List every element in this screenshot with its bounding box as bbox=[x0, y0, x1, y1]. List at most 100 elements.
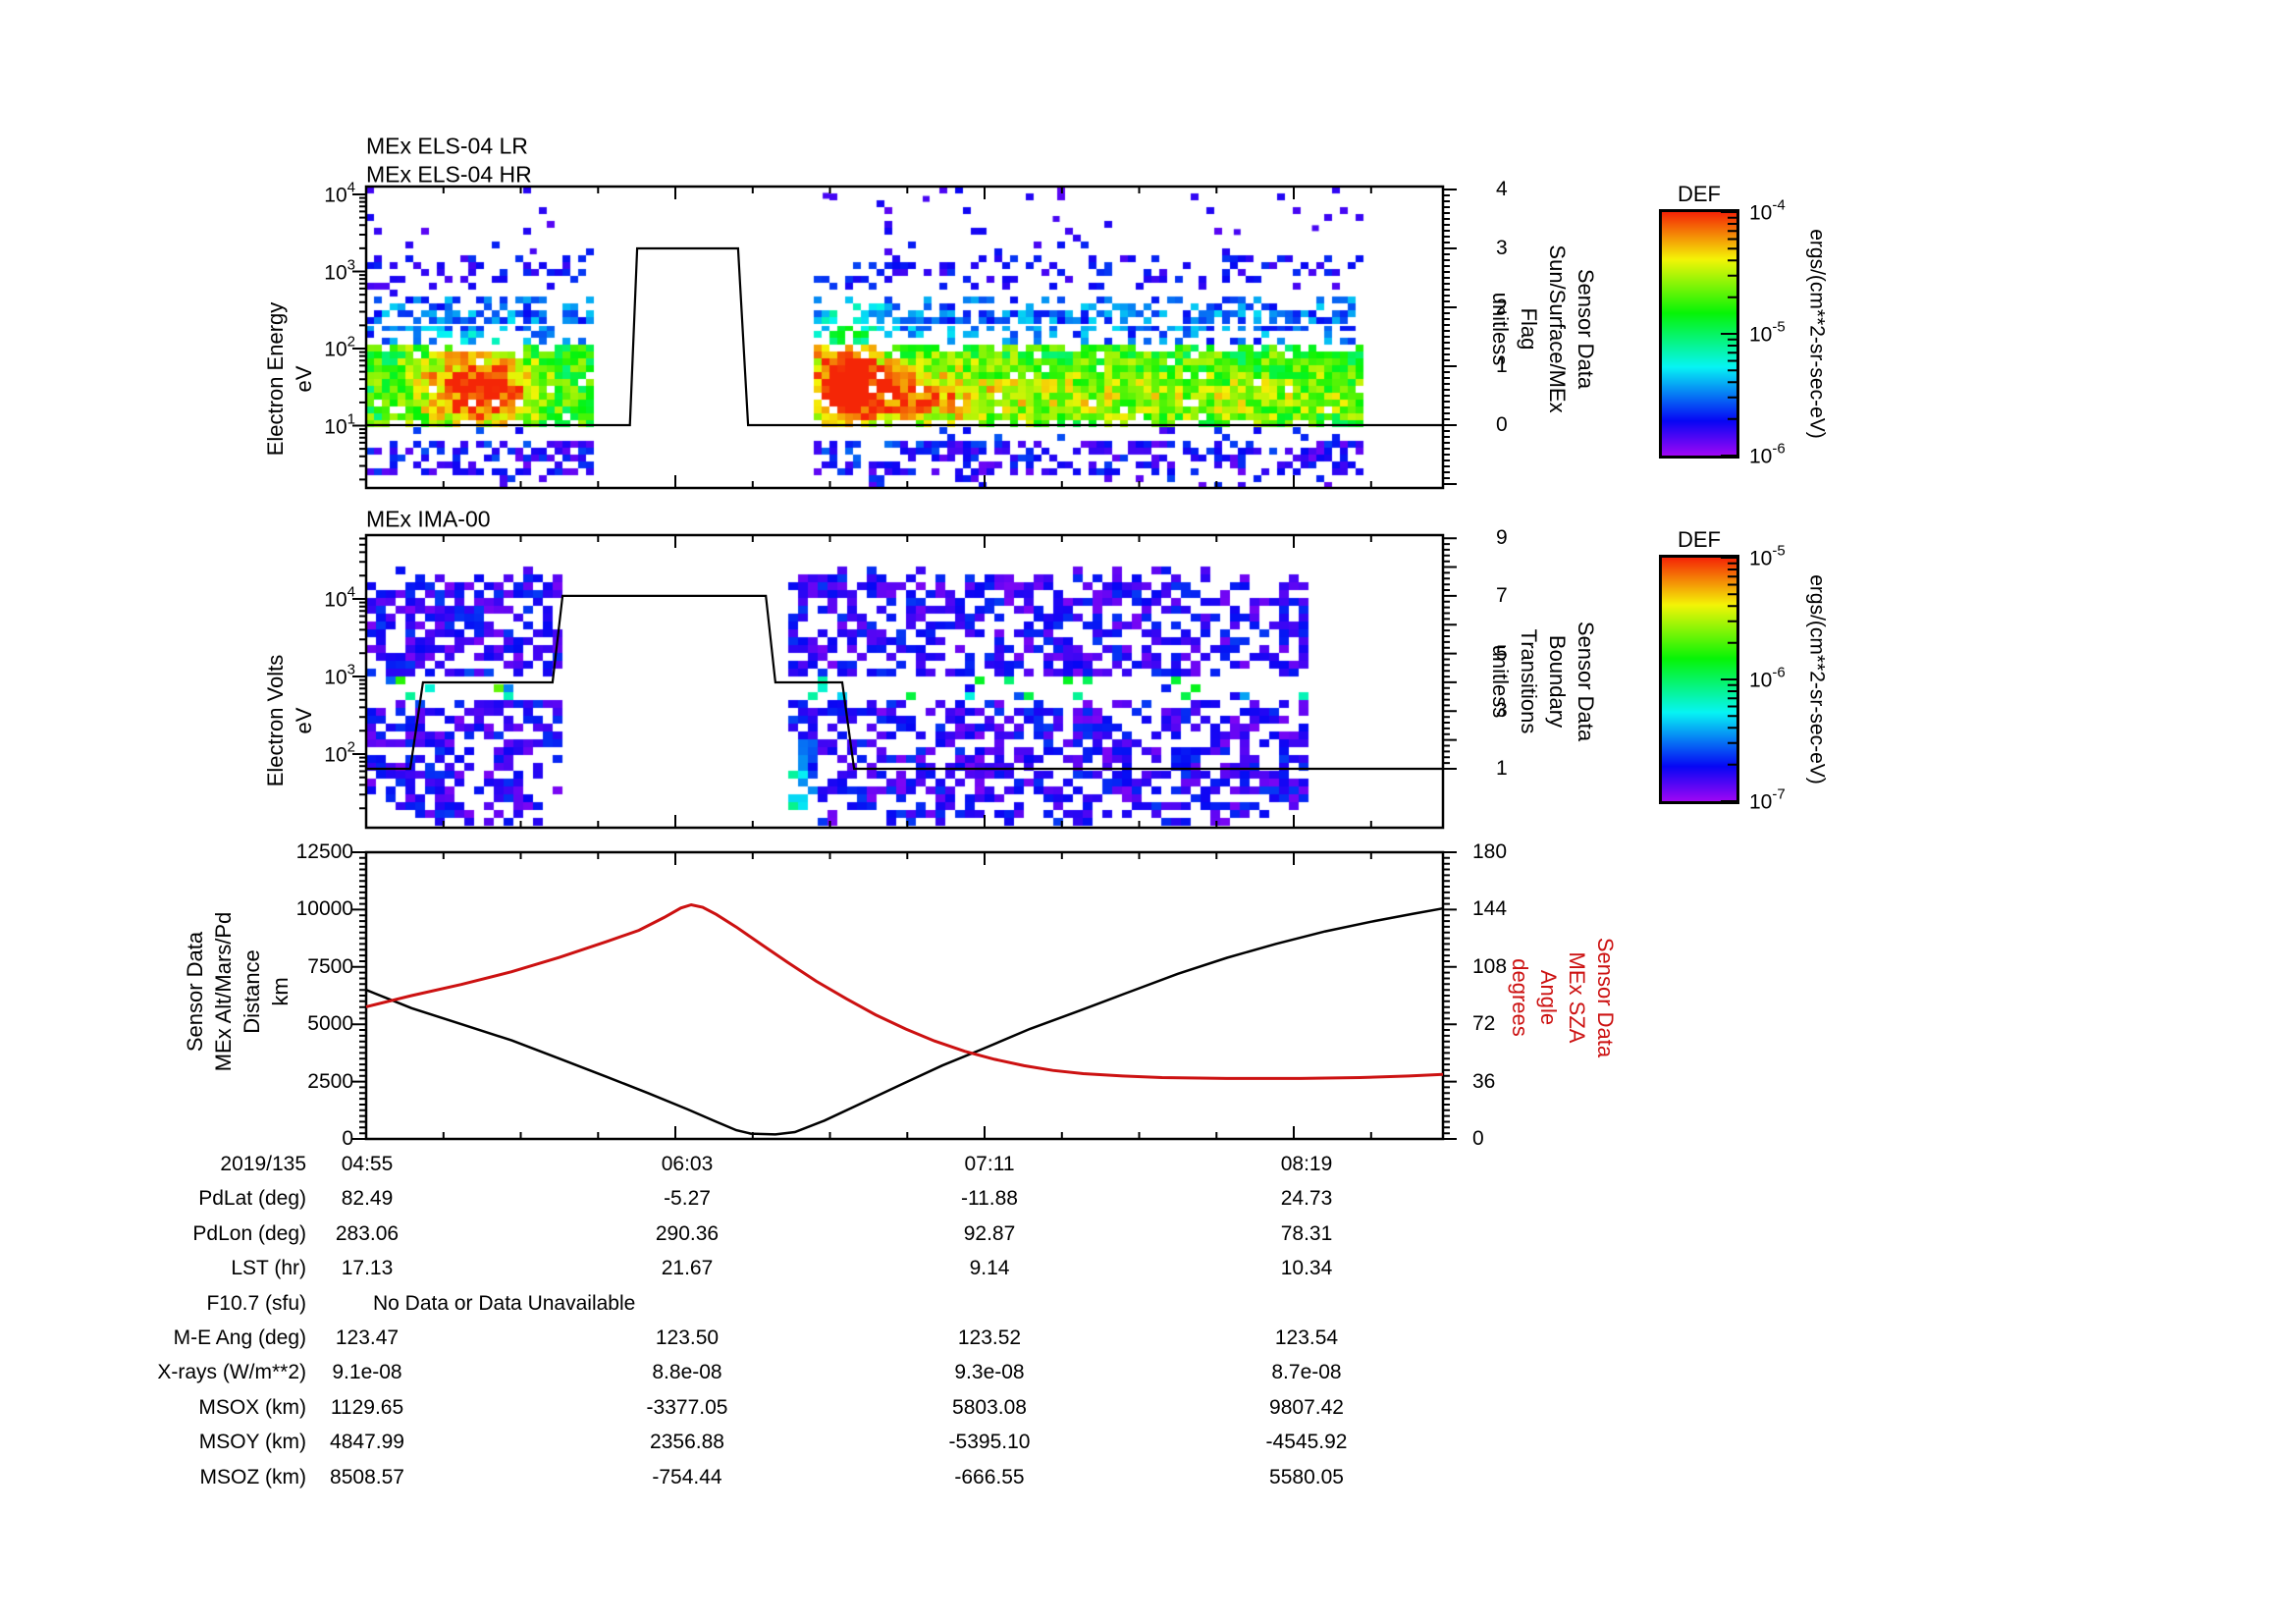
traj-deg-tick-36: 36 bbox=[1472, 1069, 1496, 1093]
ephemeris-value: 24.73 bbox=[1280, 1187, 1333, 1211]
els-ytick-10e2: 102 bbox=[324, 333, 355, 361]
ephemeris-value: -754.44 bbox=[652, 1465, 722, 1488]
traj-y-axis-label: Sensor Data MEx Alt/Mars/Pd Distance km bbox=[181, 912, 294, 1072]
ephemeris-value: 78.31 bbox=[1280, 1221, 1333, 1245]
traj-deg-tick-0: 0 bbox=[1472, 1127, 1484, 1150]
els-right-axis-label: Sensor Data Sun/Surface/MEx Flag unitles… bbox=[1486, 244, 1600, 412]
ephemeris-value: 9.1e-08 bbox=[332, 1361, 402, 1384]
ephemeris-value: 123.52 bbox=[957, 1326, 1022, 1349]
els-ytick-10e4: 104 bbox=[324, 179, 355, 207]
ephemeris-value: 07:11 bbox=[964, 1153, 1015, 1175]
ephemeris-value: 9807.42 bbox=[1269, 1395, 1344, 1419]
traj-y-axis-label-line2: MEx Alt/Mars/Pd bbox=[211, 911, 236, 1072]
colorbar1-tick-10e-6: 10-6 bbox=[1749, 440, 1786, 468]
els-ytick-10e1: 101 bbox=[324, 410, 355, 438]
ima-ytick-10e3: 103 bbox=[324, 661, 355, 689]
traj-km-tick-7500: 7500 bbox=[307, 954, 353, 978]
ephemeris-value: 92.87 bbox=[963, 1221, 1016, 1245]
colorbar1-tick-10e-5: 10-5 bbox=[1749, 318, 1786, 347]
colorbar1-title: DEF bbox=[1678, 182, 1721, 206]
ima-bt-tick-9: 9 bbox=[1496, 526, 1508, 550]
traj-right-axis-label-line3: Angle bbox=[1536, 969, 1561, 1026]
ephemeris-value: -11.88 bbox=[961, 1187, 1018, 1211]
ephemeris-no-data-note: No Data or Data Unavailable bbox=[373, 1291, 636, 1315]
els-flag-tick-0: 0 bbox=[1496, 413, 1508, 436]
els-spectrogram-canvas bbox=[366, 187, 1443, 488]
els-ytick-10e3: 103 bbox=[324, 256, 355, 284]
plot-stroke bbox=[365, 852, 1372, 1139]
ephemeris-value: -4545.92 bbox=[1265, 1431, 1348, 1454]
plot-stroke bbox=[364, 850, 1445, 1141]
traj-km-tick-0: 0 bbox=[342, 1127, 353, 1150]
ima-spectrogram-canvas bbox=[366, 535, 1443, 828]
ephemeris-value: -666.55 bbox=[954, 1465, 1025, 1488]
ephemeris-value: 9.3e-08 bbox=[954, 1361, 1025, 1384]
plot-stroke bbox=[365, 906, 1444, 1136]
ima-title: MEx IMA-00 bbox=[366, 506, 491, 532]
plot-stroke bbox=[1443, 189, 1457, 485]
traj-right-axis-label: Sensor Data MEx SZA Angle degrees bbox=[1506, 938, 1620, 1057]
ephemeris-value: 17.13 bbox=[341, 1257, 394, 1280]
traj-y-axis-label-line4: km bbox=[268, 977, 293, 1006]
ephemeris-value: 123.54 bbox=[1274, 1326, 1339, 1349]
traj-km-tick-12500: 12500 bbox=[295, 840, 353, 863]
ephemeris-value: 08:19 bbox=[1280, 1153, 1333, 1175]
ephemeris-value: 2356.88 bbox=[650, 1431, 724, 1454]
els-flag-tick-4: 4 bbox=[1496, 178, 1508, 200]
colorbar-def-els bbox=[1659, 209, 1739, 459]
ima-ytick-10e2: 102 bbox=[324, 738, 355, 767]
traj-km-tick-10000: 10000 bbox=[295, 897, 353, 921]
ephemeris-row-label: LST (hr) bbox=[231, 1257, 306, 1280]
ima-right-axis-label-line3: Transitions bbox=[1517, 628, 1541, 734]
els-flag-tick-2: 2 bbox=[1496, 296, 1508, 318]
ephemeris-row-label: PdLat (deg) bbox=[198, 1187, 306, 1211]
ephemeris-value: -5395.10 bbox=[948, 1431, 1031, 1454]
colorbar2-tick-10e-7: 10-7 bbox=[1749, 785, 1786, 814]
traj-deg-tick-108: 108 bbox=[1472, 954, 1508, 978]
colorbar2-title: DEF bbox=[1678, 527, 1721, 552]
colorbar2-tick-10e-6: 10-6 bbox=[1749, 664, 1786, 692]
ephemeris-value: 290.36 bbox=[655, 1221, 720, 1245]
ephemeris-value: 5580.05 bbox=[1269, 1465, 1344, 1488]
traj-y-axis-label-line1: Sensor Data bbox=[183, 931, 207, 1053]
plot-stroke bbox=[365, 902, 1444, 1080]
ephemeris-value: 5803.08 bbox=[952, 1395, 1027, 1419]
els-right-axis-label-line1: Sensor Data bbox=[1574, 268, 1598, 390]
ima-right-axis-label: Sensor Data Boundary Transitions unitles… bbox=[1486, 622, 1600, 741]
els-right-axis-label-line3: Flag bbox=[1517, 307, 1541, 351]
ephemeris-row-label: MSOX (km) bbox=[198, 1395, 306, 1419]
ephemeris-row-label: MSOZ (km) bbox=[199, 1465, 306, 1488]
ephemeris-row-label: X-rays (W/m**2) bbox=[157, 1361, 306, 1384]
ephemeris-value: 8508.57 bbox=[330, 1465, 404, 1488]
ima-bt-tick-5: 5 bbox=[1496, 641, 1508, 665]
els-title-lr: MEx ELS-04 LR bbox=[366, 133, 528, 159]
ephemeris-value: 1129.65 bbox=[330, 1395, 404, 1419]
ephemeris-row-label: M-E Ang (deg) bbox=[173, 1326, 306, 1349]
traj-y-axis-label-line3: Distance bbox=[240, 949, 264, 1034]
ephemeris-value: 123.50 bbox=[655, 1326, 720, 1349]
traj-deg-tick-180: 180 bbox=[1472, 840, 1508, 863]
ephemeris-row-label: F10.7 (sfu) bbox=[206, 1291, 306, 1315]
ephemeris-value: 283.06 bbox=[335, 1221, 400, 1245]
traj-km-tick-2500: 2500 bbox=[307, 1069, 353, 1093]
els-right-axis-label-line4: unitless bbox=[1488, 292, 1513, 366]
plot-stroke bbox=[1443, 537, 1457, 770]
ima-bt-tick-7: 7 bbox=[1496, 583, 1508, 607]
colorbar2-unit-label: ergs/(cm**2-sr-sec-eV) bbox=[1805, 574, 1829, 784]
ephemeris-value: 21.67 bbox=[661, 1257, 714, 1280]
ima-bt-tick-3: 3 bbox=[1496, 699, 1508, 723]
ephemeris-value: 8.7e-08 bbox=[1271, 1361, 1342, 1384]
ima-right-axis-label-line2: Boundary bbox=[1545, 634, 1570, 729]
colorbar1-tick-10e-4: 10-4 bbox=[1749, 196, 1786, 225]
traj-deg-tick-144: 144 bbox=[1472, 897, 1508, 921]
ephemeris-row-label: 2019/135 bbox=[220, 1153, 306, 1175]
traj-right-axis-label-line4: degrees bbox=[1508, 958, 1532, 1037]
ephemeris-value: 04:55 bbox=[341, 1153, 394, 1175]
plot-stroke bbox=[352, 851, 1457, 1140]
ima-ytick-10e4: 104 bbox=[324, 583, 355, 612]
ima-right-axis-label-line1: Sensor Data bbox=[1574, 621, 1598, 742]
ephemeris-value: 123.47 bbox=[335, 1326, 400, 1349]
ephemeris-value: -5.27 bbox=[664, 1187, 711, 1211]
ima-bt-tick-1: 1 bbox=[1496, 757, 1508, 780]
